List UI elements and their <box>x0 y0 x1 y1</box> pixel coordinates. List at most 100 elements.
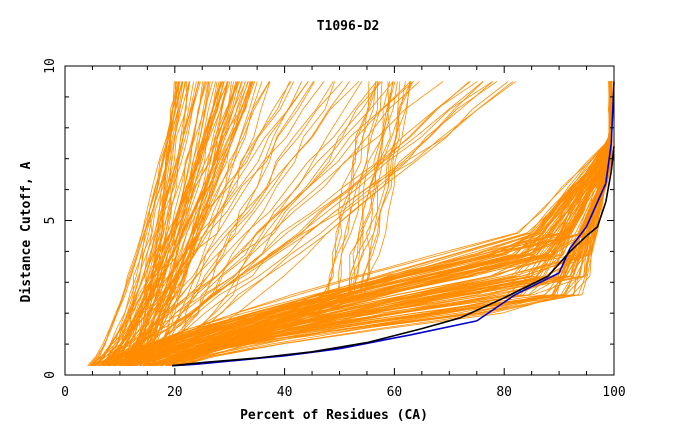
model-line-segment <box>342 186 374 212</box>
model-line-segment <box>233 81 247 110</box>
model-line-segment <box>128 294 143 314</box>
model-line-segment <box>181 312 194 329</box>
model-line-segment <box>443 254 544 277</box>
model-line-segment <box>197 136 207 162</box>
model-line-segment <box>156 232 171 255</box>
model-line-segment <box>198 294 202 314</box>
model-line-segment <box>97 356 116 367</box>
model-line-segment <box>245 210 271 234</box>
model-line-segment <box>382 275 471 296</box>
model-line-segment <box>477 81 516 110</box>
model-line-segment <box>369 211 374 233</box>
model-line-segment <box>294 294 375 314</box>
model-line-segment <box>168 312 193 329</box>
model-line-segment <box>451 232 528 255</box>
model-line-segment <box>588 232 598 255</box>
model-line-segment <box>210 137 217 162</box>
model-line-segment <box>351 254 364 277</box>
model-line-segment <box>257 109 281 138</box>
model-line-segment <box>126 312 138 329</box>
model-line-segment <box>530 232 549 255</box>
model-line-segment <box>331 136 351 163</box>
model-line-segment <box>562 254 575 277</box>
model-line-segment <box>470 254 532 277</box>
model-line-segment <box>357 294 443 314</box>
model-line-segment <box>579 211 592 234</box>
model-line-segment <box>197 109 204 138</box>
model-line-segment <box>315 81 334 110</box>
model-lines <box>87 81 613 367</box>
model-line-segment <box>125 343 184 357</box>
model-line-segment <box>224 136 234 162</box>
model-line-segment <box>241 328 347 345</box>
model-line-segment <box>116 294 125 314</box>
model-line-segment <box>141 211 148 233</box>
model-line-segment <box>298 210 321 234</box>
model-line-segment <box>247 312 331 329</box>
model-line-segment <box>177 254 195 277</box>
model-line-segment <box>388 81 420 110</box>
model-line-segment <box>581 161 602 187</box>
model-line-segment <box>199 210 220 234</box>
model-line-segment <box>386 81 394 110</box>
model-line-segment <box>165 356 177 367</box>
model-line-segment <box>531 210 551 234</box>
model-line-segment <box>560 254 574 277</box>
model-line-segment <box>369 161 382 187</box>
model-line-segment <box>588 211 598 234</box>
model-line-segment <box>251 186 269 212</box>
model-line-segment <box>307 136 334 163</box>
x-axis-label: Percent of Residues (CA) <box>240 408 428 423</box>
model-line-segment <box>131 328 135 345</box>
model-line-segment <box>179 186 187 212</box>
model-line-segment <box>453 232 531 255</box>
model-line-segment <box>362 186 365 212</box>
model-line-segment <box>199 254 207 277</box>
model-line-segment <box>179 294 189 314</box>
model-line-segment <box>407 254 493 277</box>
model-line-segment <box>387 109 391 138</box>
model-line-segment <box>132 343 167 357</box>
model-line-segment <box>225 161 230 187</box>
model-line-segment <box>553 275 565 295</box>
model-line-segment <box>187 109 193 138</box>
model-line-segment <box>159 294 170 314</box>
model-line-segment <box>286 210 318 234</box>
model-line-segment <box>343 81 363 110</box>
model-line-segment <box>183 211 195 234</box>
model-line-segment <box>381 254 455 277</box>
model-line-segment <box>219 186 234 212</box>
model-line-segment <box>346 312 448 329</box>
model-line-segment <box>216 254 237 277</box>
model-line-segment <box>142 232 153 255</box>
model-line-segment <box>219 275 253 296</box>
model-line-segment <box>356 254 435 277</box>
model-line-segment <box>202 186 216 212</box>
model-line-segment <box>152 161 160 187</box>
model-line-segment <box>422 275 514 296</box>
model-line-segment <box>390 136 400 162</box>
model-line-segment <box>232 81 243 110</box>
model-line-segment <box>208 81 217 110</box>
model-line-segment <box>248 232 263 255</box>
model-line-segment <box>296 161 318 187</box>
model-line-segment <box>333 109 355 138</box>
model-line-segment <box>158 328 208 345</box>
model-line-segment <box>231 312 290 329</box>
highlight-line-segment <box>459 297 505 319</box>
model-line-segment <box>379 186 392 212</box>
model-line-segment <box>366 232 371 255</box>
model-line-segment <box>161 136 170 162</box>
model-line-segment <box>127 254 136 277</box>
model-line-segment <box>242 294 314 314</box>
model-line-segment <box>179 254 196 277</box>
model-line-segment <box>369 161 380 187</box>
model-line-segment <box>134 275 141 295</box>
model-line-segment <box>154 343 188 357</box>
model-line-segment <box>202 109 209 138</box>
model-line-segment <box>541 210 561 234</box>
model-line-segment <box>214 81 222 110</box>
model-line-segment <box>266 254 299 277</box>
model-line-segment <box>175 312 198 329</box>
model-line-segment <box>133 328 137 345</box>
